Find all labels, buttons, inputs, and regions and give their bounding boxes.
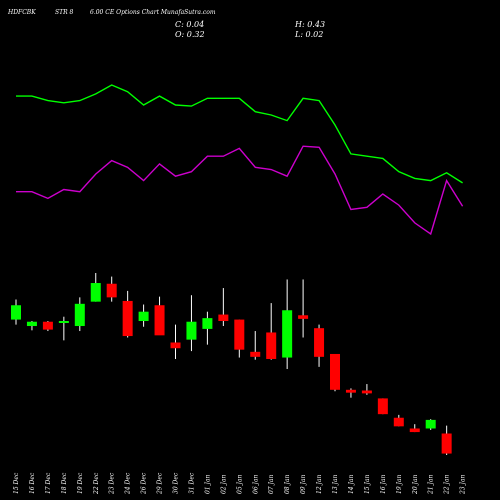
candle-body-down [409,428,420,433]
candle-body-down [42,321,53,330]
indicator-lines [16,84,464,236]
x-tick-label: 07 Jan [268,474,275,494]
candle-2 [42,321,53,332]
candle-body-down [377,398,388,415]
x-tick-label: 06 Jan [252,474,259,494]
candle-1 [26,321,37,331]
close-value: C: 0.04 [175,20,204,29]
x-tick-label: 18 Dec [61,472,68,494]
x-tick-label: 23 Dec [109,472,116,495]
candle-15 [250,331,261,360]
candle-body-down [314,328,325,357]
candle-9 [154,296,165,336]
candle-body-down [441,433,452,454]
x-tick-label: 12 Jan [316,474,323,494]
x-tick-label: 22 Jan [444,474,451,495]
candle-body-up [90,283,101,302]
x-tick-label: 29 Dec [157,472,164,495]
candle-20 [330,353,340,392]
candle-4 [74,297,85,332]
candle-18 [298,279,309,338]
candle-body-down [330,353,340,390]
candle-body-down [170,342,181,349]
candle-body-up [138,311,149,322]
candle-body-up [26,321,37,327]
candle-body-up [58,321,69,324]
candle-6 [106,276,117,302]
candle-11 [186,295,197,352]
x-tick-label: 16 Dec [29,472,36,494]
candle-3 [58,316,69,341]
x-tick-label: 20 Jan [412,474,419,495]
candle-body-down [393,417,404,427]
header-symbol: HDFCBK [7,9,36,16]
candle-body-down [298,315,309,319]
x-tick-label: 19 Jan [396,474,403,494]
candle-22 [361,384,372,395]
x-tick-label: 26 Dec [141,472,148,495]
x-tick-label: 13 Jan [332,474,339,494]
candle-0 [11,299,21,325]
candle-7 [122,290,133,338]
x-tick-label: 15 Jan [364,474,371,494]
candle-24 [393,414,404,427]
candle-body-down [361,390,372,394]
candle-16 [266,303,277,360]
candle-8 [138,304,149,327]
candle-body-up [425,419,436,429]
high-value: H: 0.43 [294,20,325,29]
candle-10 [170,324,181,359]
x-tick-label: 22 Dec [93,472,100,495]
candle-21 [345,388,356,398]
lower-indicator-line [16,145,464,236]
candle-body-down [345,389,356,393]
x-tick-label: 02 Jan [220,474,227,494]
candle-5 [90,273,101,302]
x-tick-label: 19 Dec [77,472,84,494]
x-tick-label: 01 Jan [204,474,211,494]
open-value: O: 0.32 [175,30,205,39]
candle-body-down [106,283,117,298]
x-tick-label: 17 Dec [45,472,52,494]
candle-body-up [202,318,213,329]
candle-26 [425,419,436,430]
candle-body-up [186,321,197,340]
candle-body-down [250,351,261,357]
candle-body-down [122,300,133,337]
candle-body-up [11,305,21,320]
x-tick-label: 31 Dec [188,472,195,494]
x-tick-label: 30 Dec [173,472,180,494]
candle-13 [218,288,229,327]
candle-27 [441,425,452,455]
x-axis-labels: 15 Dec 16 Dec 17 Dec 18 Dec 19 Dec 22 Dec 23 D… [13,472,467,495]
candle-14 [234,319,245,358]
candle-body-down [154,305,165,336]
x-tick-label: 14 Jan [348,474,355,494]
x-tick-label: 24 Dec [125,472,132,495]
x-tick-label: 09 Jan [300,474,307,494]
candle-23 [377,398,388,415]
candle-19 [314,324,325,367]
candles [11,273,452,455]
candle-body-down [218,314,229,322]
x-tick-label: 21 Jan [428,474,435,495]
candle-17 [282,279,293,370]
upper-indicator-line [16,84,463,184]
low-value: L: 0.02 [294,30,323,39]
candle-12 [202,311,213,345]
x-tick-label: 08 Jan [284,474,291,494]
x-tick-label: 23 Jan [460,474,467,495]
x-tick-label: 15 Dec [13,472,20,494]
candle-body-down [266,332,277,359]
candle-body-up [282,310,293,358]
candle-25 [409,424,420,433]
header-strike: STR 8 [55,9,74,16]
x-tick-label: 05 Jan [236,474,243,494]
x-tick-label: 16 Jan [380,474,387,494]
header-title: 6.00 CE Options Chart MunafaSutra.com [90,9,216,16]
candle-body-down [234,319,245,350]
candle-body-up [74,303,85,327]
